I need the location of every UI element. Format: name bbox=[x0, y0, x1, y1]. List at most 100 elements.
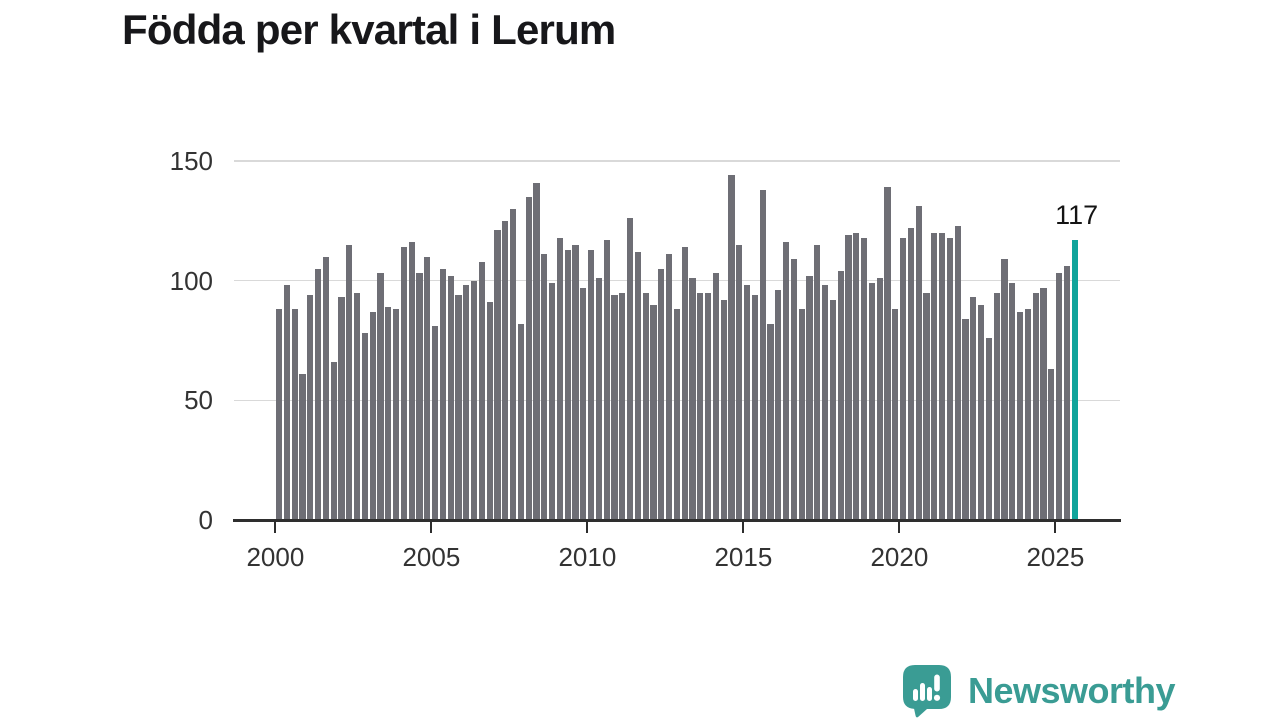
bar-2008-Q3 bbox=[541, 254, 548, 519]
bar-2014-Q2 bbox=[720, 299, 727, 519]
bar-2025-Q3 bbox=[1071, 239, 1078, 519]
y-axis-label-50: 50 bbox=[184, 385, 213, 416]
bar-2009-Q2 bbox=[564, 249, 571, 519]
bar-2004-Q2 bbox=[408, 242, 415, 519]
bar-2014-Q1 bbox=[712, 273, 719, 519]
bar-2016-Q4 bbox=[798, 309, 805, 519]
bar-2019-Q4 bbox=[892, 309, 899, 519]
bar-2018-Q2 bbox=[845, 235, 852, 519]
bar-2022-Q3 bbox=[978, 304, 985, 519]
bar-2004-Q3 bbox=[416, 273, 423, 519]
x-axis-tick-2020 bbox=[898, 521, 901, 533]
bar-2001-Q3 bbox=[322, 256, 329, 519]
bar-2017-Q4 bbox=[829, 299, 836, 519]
bar-2020-Q4 bbox=[923, 292, 930, 519]
bar-2006-Q3 bbox=[478, 261, 485, 519]
x-axis-label-2005: 2005 bbox=[402, 542, 461, 572]
bar-2017-Q2 bbox=[814, 244, 821, 519]
bar-2011-Q4 bbox=[642, 292, 649, 519]
bar-2001-Q4 bbox=[330, 362, 337, 519]
bar-2003-Q1 bbox=[369, 311, 376, 519]
bar-2011-Q2 bbox=[627, 218, 634, 519]
bar-2009-Q3 bbox=[572, 244, 579, 519]
bar-2012-Q3 bbox=[666, 254, 673, 519]
bar-2019-Q2 bbox=[876, 278, 883, 519]
bar-2000-Q4 bbox=[299, 374, 306, 519]
bar-2019-Q1 bbox=[868, 283, 875, 519]
gridline-y-150 bbox=[234, 160, 1120, 162]
bar-2019-Q3 bbox=[884, 187, 891, 519]
bar-2012-Q4 bbox=[673, 309, 680, 519]
bar-2005-Q2 bbox=[439, 268, 446, 519]
chart-title: Födda per kvartal i Lerum bbox=[122, 6, 616, 53]
last-bar-value-label: 117 bbox=[1055, 199, 1099, 230]
bar-2014-Q3 bbox=[728, 175, 735, 519]
bar-2011-Q3 bbox=[634, 251, 641, 519]
bar-2002-Q1 bbox=[338, 297, 345, 519]
bar-2013-Q1 bbox=[681, 247, 688, 519]
bar-2002-Q4 bbox=[361, 333, 368, 519]
bar-2010-Q3 bbox=[603, 239, 610, 519]
bar-2011-Q1 bbox=[619, 292, 626, 519]
bar-2013-Q2 bbox=[689, 278, 696, 519]
bar-2025-Q1 bbox=[1056, 273, 1063, 519]
bar-2008-Q4 bbox=[549, 283, 556, 519]
x-axis-label-2020: 2020 bbox=[870, 542, 929, 572]
x-axis-tick-2010 bbox=[586, 521, 589, 533]
bar-2021-Q2 bbox=[939, 232, 946, 519]
bar-2009-Q1 bbox=[556, 237, 563, 519]
bar-2005-Q1 bbox=[432, 326, 439, 519]
x-axis-label-2010: 2010 bbox=[558, 542, 617, 572]
bar-2020-Q2 bbox=[907, 228, 914, 519]
bar-2015-Q3 bbox=[759, 189, 766, 519]
bar-2022-Q2 bbox=[970, 297, 977, 519]
bar-2001-Q1 bbox=[307, 295, 314, 519]
bar-2002-Q2 bbox=[346, 244, 353, 519]
bar-2021-Q3 bbox=[946, 237, 953, 519]
x-axis-line bbox=[233, 519, 1121, 522]
bar-2006-Q4 bbox=[486, 302, 493, 519]
bar-2021-Q1 bbox=[931, 232, 938, 519]
gridline-y-100 bbox=[234, 279, 1120, 282]
bar-2025-Q2 bbox=[1063, 266, 1070, 519]
bar-2007-Q3 bbox=[510, 208, 517, 519]
bar-2012-Q2 bbox=[658, 268, 665, 519]
bar-2014-Q4 bbox=[736, 244, 743, 519]
bar-2005-Q4 bbox=[455, 295, 462, 519]
bar-2017-Q1 bbox=[806, 275, 813, 519]
bar-2024-Q3 bbox=[1040, 287, 1047, 519]
bar-2023-Q3 bbox=[1009, 283, 1016, 519]
bar-2005-Q3 bbox=[447, 275, 454, 519]
bar-2022-Q4 bbox=[985, 338, 992, 519]
newsworthy-logo: Newsworthy bbox=[902, 664, 1176, 718]
bar-2007-Q4 bbox=[517, 323, 524, 519]
bar-2009-Q4 bbox=[580, 287, 587, 519]
bar-2013-Q3 bbox=[697, 292, 704, 519]
bar-2000-Q1 bbox=[276, 309, 283, 519]
bar-2001-Q2 bbox=[315, 268, 322, 519]
bar-2006-Q2 bbox=[471, 280, 478, 519]
x-axis-label-2025: 2025 bbox=[1026, 542, 1085, 572]
y-axis-label-0: 0 bbox=[198, 505, 213, 535]
y-axis-label-150: 150 bbox=[169, 146, 213, 176]
bar-2010-Q1 bbox=[588, 249, 595, 519]
bar-2007-Q2 bbox=[502, 220, 509, 519]
bar-2012-Q1 bbox=[650, 304, 657, 519]
bar-2004-Q1 bbox=[400, 247, 407, 519]
bar-2018-Q1 bbox=[837, 271, 844, 519]
bar-2010-Q2 bbox=[595, 278, 602, 519]
bar-2024-Q1 bbox=[1024, 309, 1031, 519]
bar-2003-Q3 bbox=[385, 306, 392, 519]
bar-2006-Q1 bbox=[463, 285, 470, 519]
bar-2000-Q3 bbox=[291, 309, 298, 519]
bar-2024-Q2 bbox=[1032, 292, 1039, 519]
bar-2013-Q4 bbox=[705, 292, 712, 519]
x-axis-label-2000: 2000 bbox=[246, 542, 305, 572]
x-axis-tick-2015 bbox=[742, 521, 745, 533]
bar-2020-Q1 bbox=[900, 237, 907, 519]
bar-2016-Q2 bbox=[783, 242, 790, 519]
bar-2007-Q1 bbox=[494, 230, 501, 519]
bar-2015-Q4 bbox=[767, 323, 774, 519]
